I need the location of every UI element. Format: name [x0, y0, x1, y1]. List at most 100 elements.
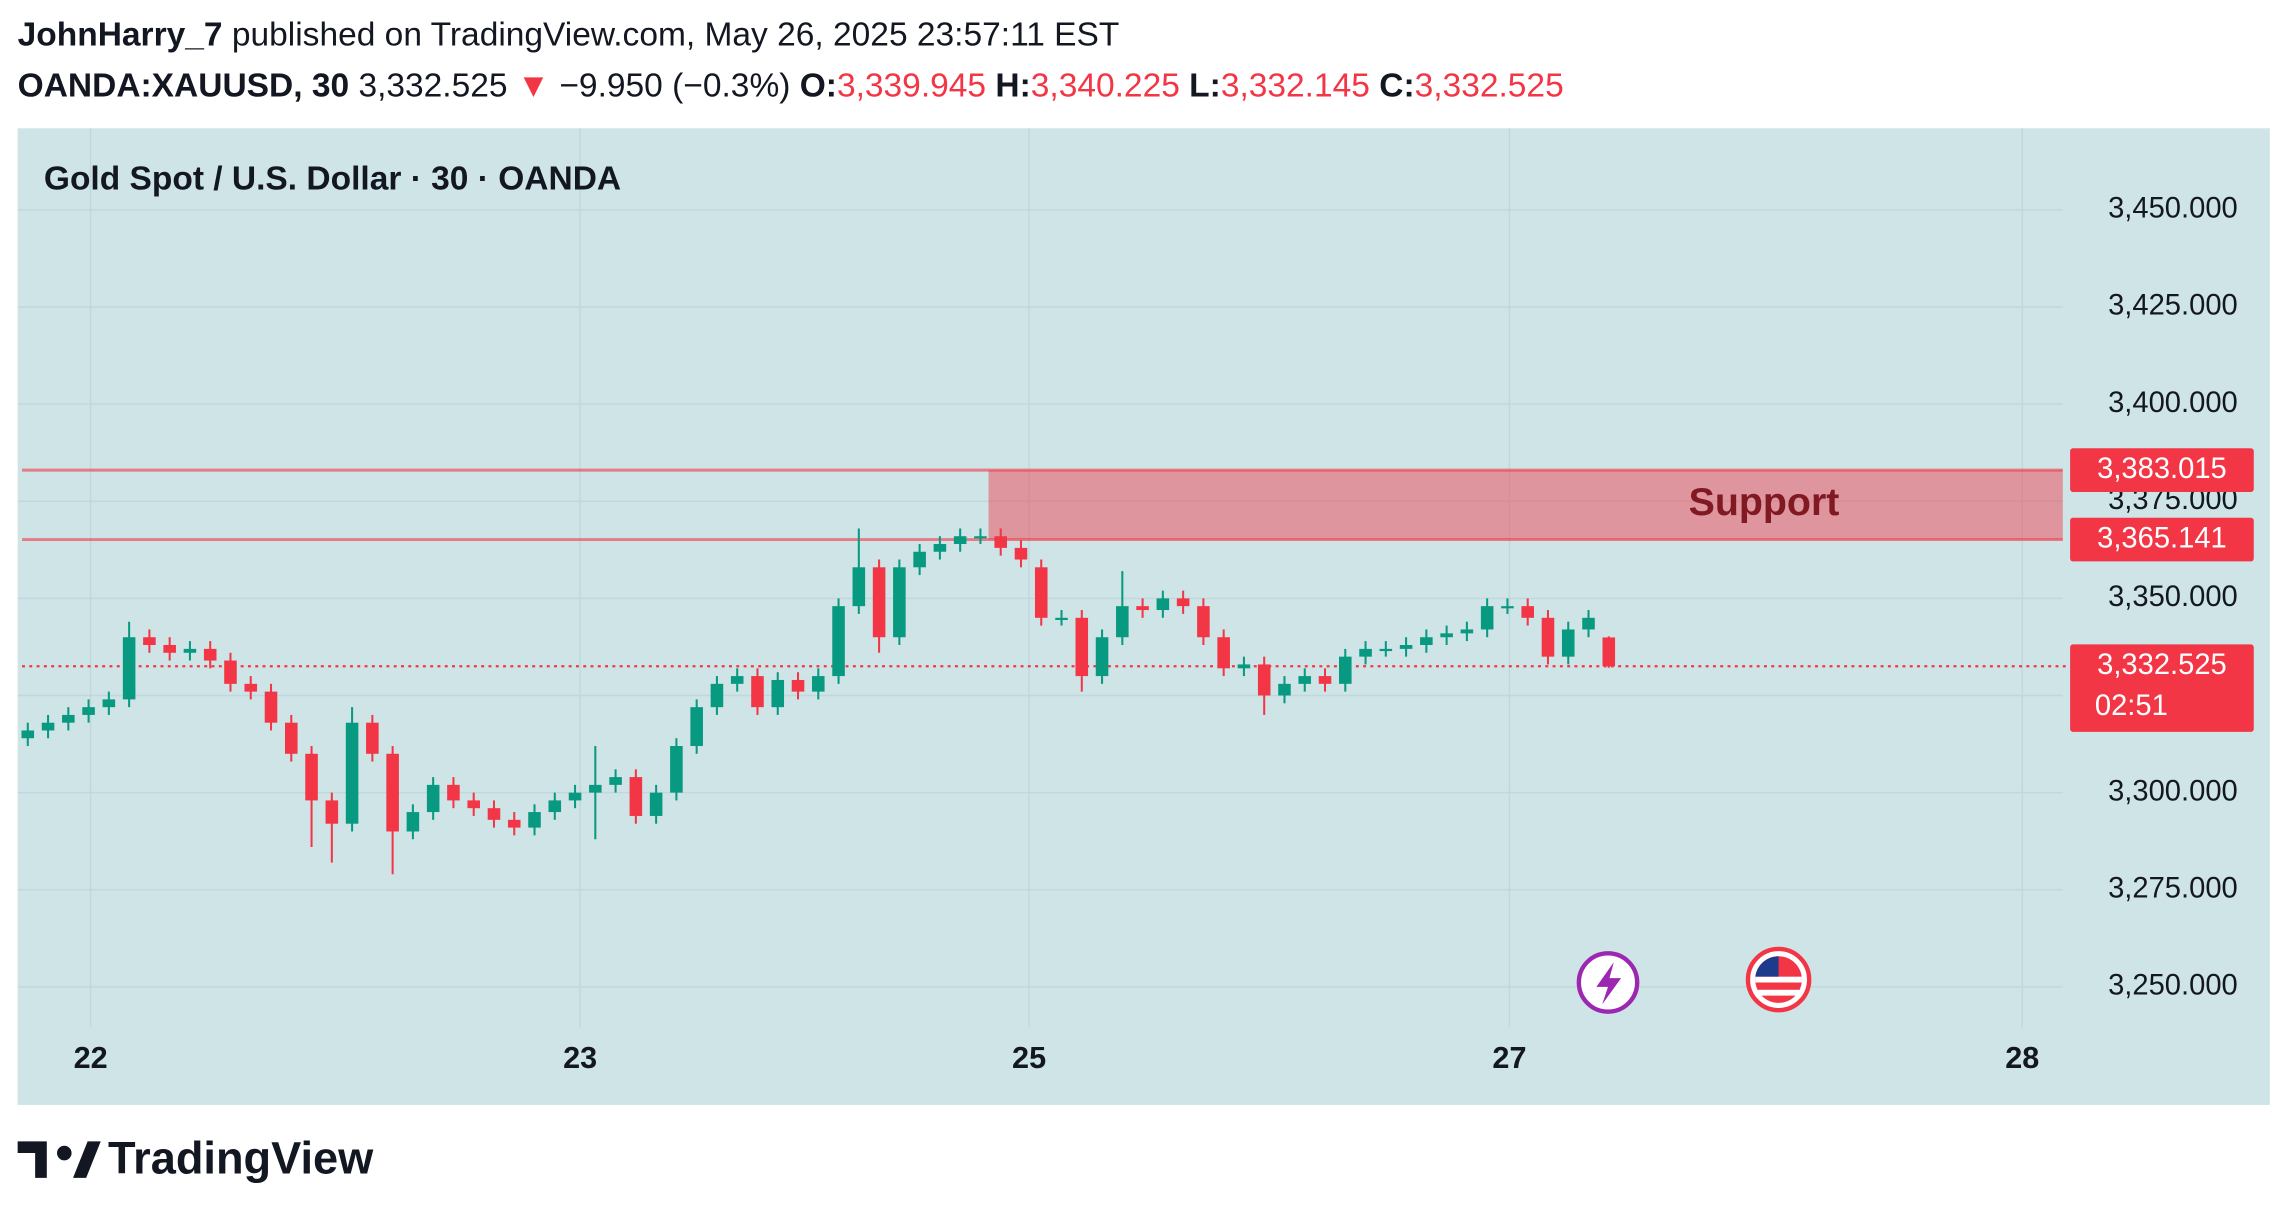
- candle-body: [1602, 637, 1616, 667]
- close-label: C:: [1379, 67, 1414, 104]
- candle-body: [183, 648, 197, 653]
- candle-body: [325, 800, 339, 824]
- candle-body: [568, 792, 582, 801]
- y-tick-label: 3,250.000: [2108, 970, 2238, 1002]
- candle-body: [1156, 598, 1170, 611]
- candle-body: [426, 784, 440, 813]
- candle-body: [548, 800, 562, 813]
- candle-body: [487, 808, 501, 820]
- candle-body: [1399, 644, 1413, 649]
- candle-body: [791, 679, 805, 692]
- candle-body: [305, 753, 318, 801]
- arrow: ▼: [517, 67, 550, 104]
- last-price-tag-label: 3,332.525: [2097, 649, 2227, 681]
- last-price-tag: [2070, 644, 2254, 732]
- symbol: OANDA:XAUUSD, 30: [18, 67, 349, 104]
- candle-body: [244, 683, 258, 692]
- high-label: H:: [995, 67, 1030, 104]
- candle-body: [1176, 598, 1190, 607]
- candle-body: [264, 691, 278, 723]
- last: 3,332.525: [358, 67, 507, 104]
- candle-body: [933, 543, 947, 552]
- x-tick-label: 22: [74, 1041, 108, 1075]
- low-label: L:: [1189, 67, 1221, 104]
- candle-body: [1440, 633, 1453, 638]
- candle-body: [345, 722, 359, 824]
- change: −9.950 (−0.3%): [559, 67, 790, 104]
- candle-body: [994, 536, 1007, 548]
- candle-body: [366, 722, 379, 754]
- candle-body: [832, 606, 845, 677]
- candle-body: [1359, 648, 1372, 657]
- candle-body: [1055, 617, 1068, 620]
- candle-body: [1116, 606, 1129, 638]
- header-line: JohnHarry_7 published on TradingView.com…: [18, 16, 1120, 53]
- high: 3,340.225: [1031, 67, 1180, 104]
- chart-panel: [17, 128, 2270, 1105]
- candle-body: [852, 567, 866, 607]
- candle-body: [629, 777, 643, 816]
- open: 3,339.945: [837, 67, 986, 104]
- candle-body: [285, 722, 298, 754]
- zone-high-tag-label: 3,383.015: [2097, 453, 2227, 485]
- candle-body: [21, 730, 35, 739]
- candle-body: [41, 722, 55, 731]
- candle-body: [1501, 606, 1514, 609]
- us-flag-icon[interactable]: [1745, 946, 1812, 1013]
- y-tick-label: 3,300.000: [2108, 775, 2238, 807]
- candle-body: [812, 676, 825, 692]
- y-tick-label: 3,400.000: [2108, 387, 2238, 419]
- candle-body: [1298, 676, 1312, 684]
- close: 3,332.525: [1415, 67, 1564, 104]
- candle-body: [447, 784, 460, 801]
- candle-body: [507, 819, 521, 828]
- low: 3,332.145: [1221, 67, 1370, 104]
- candle-body: [1217, 637, 1230, 669]
- y-tick-label: 3,350.000: [2108, 581, 2238, 613]
- candle-body: [1014, 547, 1028, 560]
- candle-body: [102, 699, 116, 708]
- candle-body: [893, 567, 906, 638]
- candle-body: [1480, 606, 1494, 630]
- tradingview-logo: TradingView: [17, 1133, 374, 1184]
- zone-high-tag: [2070, 448, 2254, 492]
- candle-body: [710, 683, 724, 708]
- y-tick-label: 3,275.000: [2108, 872, 2238, 904]
- quote-line: OANDA:XAUUSD, 30 3,332.525 ▼ −9.950 (−0.…: [18, 67, 1564, 104]
- chart-title: Gold Spot / U.S. Dollar · 30 · OANDA: [44, 161, 621, 198]
- candle-body: [1460, 629, 1474, 634]
- plot: 3,250.0003,275.0003,300.0003,325.0003,35…: [17, 128, 2254, 1075]
- candle-body: [1379, 648, 1393, 652]
- candle-body: [82, 707, 95, 715]
- candle-body: [1339, 656, 1352, 684]
- candle-body: [1257, 664, 1271, 696]
- candle-body: [406, 812, 420, 832]
- candle-body: [528, 812, 541, 828]
- candle-body: [203, 648, 217, 661]
- x-tick-label: 27: [1492, 1041, 1526, 1075]
- candle-body: [1541, 617, 1555, 657]
- candle-body: [386, 753, 399, 832]
- zone-low-tag-label: 3,365.141: [2097, 522, 2227, 554]
- candle-body: [163, 644, 176, 653]
- candle-body: [143, 637, 156, 645]
- author: JohnHarry_7: [18, 16, 223, 53]
- candle-body: [1095, 637, 1109, 677]
- candle-body: [751, 676, 764, 708]
- published: published on TradingView.com, May 26, 20…: [232, 16, 1120, 53]
- last-price-tag-countdown: 02:51: [2095, 690, 2168, 722]
- candle-body: [1075, 617, 1089, 677]
- candle-body: [1278, 683, 1291, 696]
- candle-body: [974, 536, 987, 539]
- candle-body: [1420, 637, 1433, 645]
- events-icon[interactable]: [1576, 951, 1640, 1014]
- candle-body: [122, 637, 136, 700]
- candle-body: [1237, 664, 1251, 669]
- open-label: O:: [800, 67, 837, 104]
- candle-body: [589, 784, 602, 793]
- candle-body: [1034, 567, 1048, 618]
- candle-body: [771, 679, 785, 708]
- candle-body: [1318, 676, 1332, 684]
- candle-body: [1136, 606, 1149, 611]
